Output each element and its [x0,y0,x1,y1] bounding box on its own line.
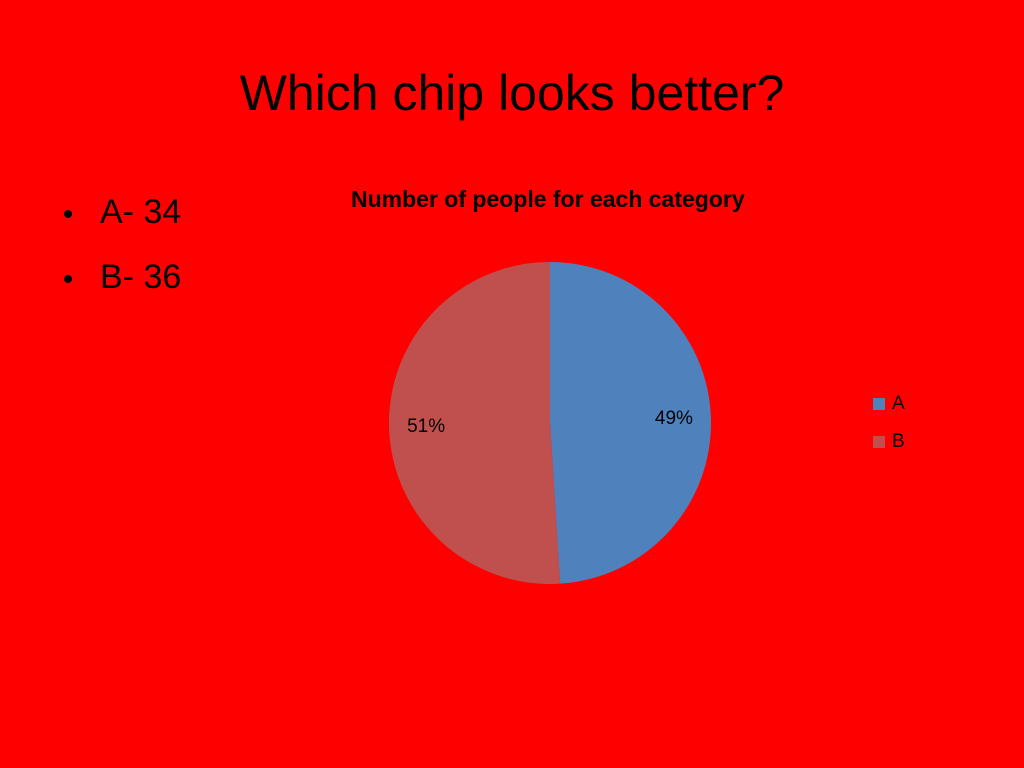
bullet-text: A- 34 [100,193,181,231]
data-label: 51% [407,416,445,437]
pie-slice [550,262,711,584]
legend-swatch [873,398,885,410]
legend-label: A [892,393,905,414]
chart-title: Number of people for each category [351,186,745,212]
bullet-dot [64,210,72,218]
data-label: 49% [655,408,693,429]
legend-swatch [873,436,885,448]
slide-title: Which chip looks better? [240,65,785,121]
pie-slice [388,262,561,584]
legend-label: B [892,431,905,452]
bullet-text: B- 36 [100,258,181,296]
bullet-dot [64,275,72,283]
